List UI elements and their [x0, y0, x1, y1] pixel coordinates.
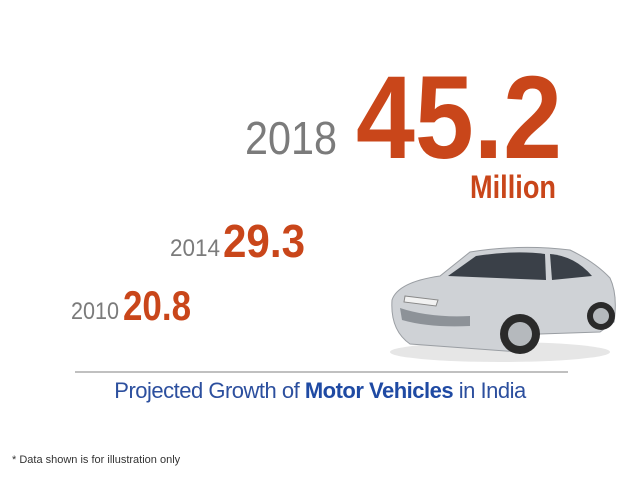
value-label: 20.8 [123, 282, 191, 329]
year-label: 2010 [71, 298, 119, 325]
caption-text: Projected Growth of [114, 378, 300, 403]
year-label: 2018 [245, 112, 337, 164]
unit-label: Million [470, 169, 556, 205]
value-label: 29.3 [223, 215, 305, 267]
caption-highlight: Motor Vehicles [304, 378, 454, 403]
caption-text: in India [458, 378, 526, 403]
footnote: * Data shown is for illustration only [12, 454, 181, 466]
car-illustration [390, 246, 616, 362]
caption: Projected Growth of Motor Vehicles in In… [60, 378, 580, 404]
value-label: 45.2 [356, 52, 562, 184]
year-label: 2014 [170, 235, 220, 262]
